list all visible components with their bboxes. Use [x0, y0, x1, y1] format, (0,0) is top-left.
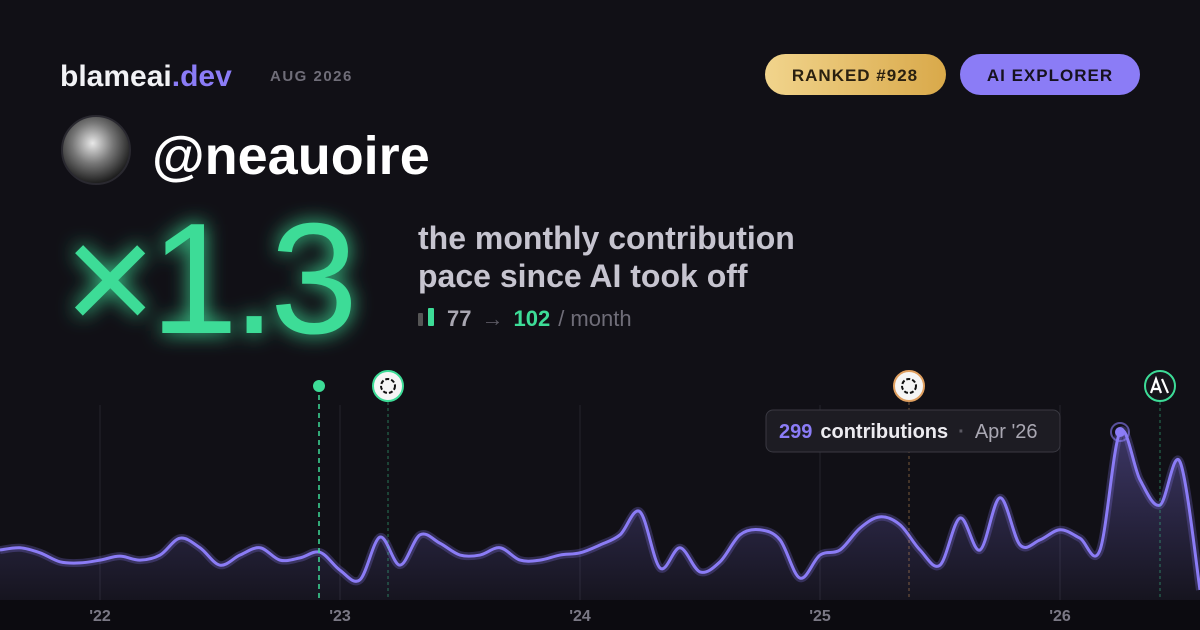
brand-name: blameai	[60, 60, 172, 93]
line	[0, 428, 1200, 591]
brand: blameai.dev	[60, 60, 232, 93]
x-tick-label: '24	[569, 608, 591, 625]
badge-label: RANKED #928	[792, 66, 918, 85]
x-tick-label: '26	[1049, 608, 1071, 625]
tooltip: 299 contributions · Apr '26	[765, 409, 1061, 453]
brand-tld: .dev	[172, 60, 232, 93]
date: AUG 2026	[270, 68, 353, 85]
icon	[428, 308, 434, 326]
badge-label: AI EXPLORER	[987, 66, 1113, 85]
icon	[418, 313, 423, 326]
highlight-point	[1115, 427, 1125, 438]
tooltip-text: 299 contributions · Apr '26	[779, 421, 1038, 443]
before: 77	[447, 306, 471, 331]
multiplier: ×1.3	[64, 191, 352, 367]
chart: '22 '23 '24 '25 '26	[0, 405, 1200, 630]
x-tick-label: '22	[89, 608, 111, 625]
stats: 77 → 102 / month	[447, 306, 632, 331]
badge	[765, 54, 946, 95]
caption: the monthly contribution	[418, 220, 795, 256]
after: 102	[513, 306, 550, 331]
ai-takeoff-dot	[313, 380, 325, 392]
badge	[960, 54, 1140, 95]
arrow: →	[481, 306, 503, 331]
x-axis-band	[0, 600, 1200, 630]
highlight-ring	[1110, 422, 1130, 443]
x-tick-label: '23	[329, 608, 351, 625]
handle: @neauoire	[152, 126, 430, 186]
separator: ·	[958, 421, 965, 443]
x-tick-label: '25	[809, 608, 831, 625]
tooltip-value: 299	[779, 421, 812, 443]
tooltip-label: contributions	[820, 421, 948, 443]
model-icons	[372, 370, 1176, 600]
caption: pace since AI took off	[418, 258, 748, 294]
area	[0, 430, 1200, 600]
tooltip-box	[765, 409, 1061, 453]
avatar	[61, 115, 131, 185]
unit: / month	[558, 306, 631, 331]
tooltip-date: Apr '26	[975, 421, 1038, 443]
